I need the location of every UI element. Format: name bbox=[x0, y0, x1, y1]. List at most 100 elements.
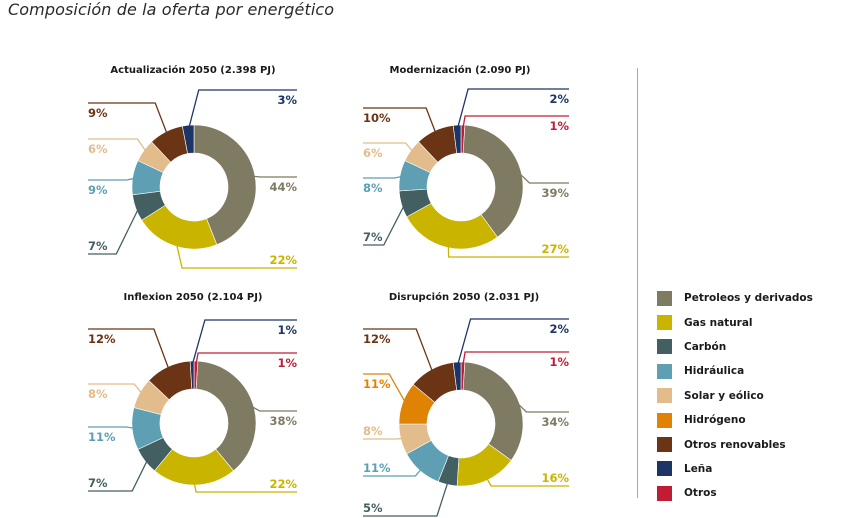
data-label-lena: 3% bbox=[277, 93, 297, 107]
chart-title: Inflexion 2050 (2.104 PJ) bbox=[124, 292, 263, 303]
legend-swatch bbox=[657, 339, 672, 355]
legend-item-carbon: Carbón bbox=[657, 335, 813, 359]
donut-chart-modernizacion: Modernización (2.090 PJ) 1% 39% 27% 7% 8% 6% 10… bbox=[363, 64, 569, 258]
chart-title: Disrupción 2050 (2.031 PJ) bbox=[389, 291, 539, 303]
legend-swatch bbox=[657, 290, 672, 306]
data-label-gas-natural: 27% bbox=[541, 242, 569, 256]
divider bbox=[637, 68, 638, 498]
legend-label: Leña bbox=[684, 462, 713, 475]
legend-swatch bbox=[657, 412, 672, 428]
data-label-petroleos-y-derivados: 39% bbox=[541, 186, 569, 200]
data-label-petroleos-y-derivados: 38% bbox=[269, 414, 297, 428]
legend-swatch bbox=[657, 485, 672, 501]
data-label-solar-y-eolico: 8% bbox=[88, 387, 108, 401]
legend-item-otros-renovables: Otros renovables bbox=[657, 432, 813, 456]
leader-line-hidraulica bbox=[363, 467, 424, 477]
legend: Petroleos y derivados Gas natural Carbón Hi… bbox=[657, 286, 813, 506]
chart-title: Actualización 2050 (2.398 PJ) bbox=[110, 64, 275, 76]
leader-line-hidraulica bbox=[88, 177, 137, 181]
data-label-otros-renovables: 12% bbox=[363, 332, 391, 346]
leader-line-petroleos-y-derivados bbox=[516, 170, 569, 184]
legend-item-otros: Otros bbox=[657, 481, 813, 505]
data-label-hidraulica: 9% bbox=[88, 183, 108, 197]
leader-line-petroleos-y-derivados bbox=[250, 175, 297, 178]
data-label-carbon: 7% bbox=[88, 476, 108, 490]
leader-line-carbon bbox=[363, 202, 406, 246]
legend-item-solar-y-eolico: Solar y eólico bbox=[657, 384, 813, 408]
leader-line-otros bbox=[462, 115, 569, 130]
legend-item-lena: Leña bbox=[657, 457, 813, 481]
data-label-solar-y-eolico: 6% bbox=[88, 142, 108, 156]
legend-item-gas-natural: Gas natural bbox=[657, 310, 813, 334]
data-label-carbon: 7% bbox=[363, 230, 383, 244]
data-label-petroleos-y-derivados: 34% bbox=[541, 415, 569, 429]
leader-line-lena bbox=[456, 318, 569, 367]
leader-line-petroleos-y-derivados bbox=[513, 398, 569, 413]
leader-line-hidraulica bbox=[363, 175, 405, 179]
legend-label: Petroleos y derivados bbox=[684, 292, 813, 305]
data-label-solar-y-eolico: 6% bbox=[363, 146, 383, 160]
leader-line-otros bbox=[195, 352, 297, 366]
legend-label: Otros bbox=[684, 487, 717, 500]
leader-line-otros-renovables bbox=[88, 102, 169, 136]
legend-item-hidraulica: Hidráulica bbox=[657, 359, 813, 383]
data-label-otros: 1% bbox=[277, 356, 297, 370]
donut-chart-inflexion: Inflexion 2050 (2.104 PJ) 1% 38% 22% 7% 11% 8%… bbox=[88, 292, 297, 493]
slice-petroleos-y-derivados bbox=[193, 124, 257, 246]
data-label-gas-natural: 22% bbox=[269, 477, 297, 491]
legend-swatch bbox=[657, 363, 672, 379]
legend-item-petroleos-y-derivados: Petroleos y derivados bbox=[657, 286, 813, 310]
leader-line-carbon bbox=[88, 206, 141, 255]
data-label-otros-renovables: 10% bbox=[363, 111, 391, 125]
leader-line-solar-y-eolico bbox=[363, 437, 405, 440]
data-label-otros: 1% bbox=[549, 355, 569, 369]
legend-label: Otros renovables bbox=[684, 438, 786, 451]
legend-swatch bbox=[657, 315, 672, 331]
legend-label: Hidrógeno bbox=[684, 414, 746, 427]
data-label-lena: 2% bbox=[549, 92, 569, 106]
slice-gas-natural bbox=[406, 202, 498, 250]
data-label-carbon: 5% bbox=[363, 501, 383, 515]
slice-lena bbox=[452, 361, 462, 391]
data-label-gas-natural: 22% bbox=[269, 253, 297, 267]
leader-line-solar-y-eolico bbox=[88, 383, 144, 396]
leader-line-solar-y-eolico bbox=[88, 138, 148, 154]
leader-line-carbon bbox=[363, 480, 449, 517]
leader-line-gas-natural bbox=[447, 243, 569, 258]
legend-label: Gas natural bbox=[684, 316, 753, 329]
donut-chart-disrupcion: Disrupción 2050 (2.031 PJ) 1% 34% 16% 5% 11% 8… bbox=[363, 291, 569, 517]
data-label-lena: 1% bbox=[277, 323, 297, 337]
leader-line-gas-natural bbox=[193, 480, 297, 493]
data-label-otros: 1% bbox=[549, 119, 569, 133]
legend-swatch bbox=[657, 437, 672, 453]
slice-lena bbox=[189, 360, 195, 390]
legend-item-hidrogeno: Hidrógeno bbox=[657, 408, 813, 432]
leader-line-solar-y-eolico bbox=[363, 142, 415, 154]
leader-line-gas-natural bbox=[175, 242, 297, 269]
chart-title: Modernización (2.090 PJ) bbox=[390, 64, 531, 76]
data-label-hidraulica: 8% bbox=[363, 181, 383, 195]
leader-line-gas-natural bbox=[485, 476, 569, 487]
page-title: Composición de la oferta por energético bbox=[8, 0, 335, 19]
leader-line-otros-renovables bbox=[363, 328, 434, 374]
data-label-hidraulica: 11% bbox=[363, 461, 391, 475]
legend-swatch bbox=[657, 388, 672, 404]
leader-line-hidraulica bbox=[88, 426, 137, 430]
data-label-solar-y-eolico: 8% bbox=[363, 424, 383, 438]
data-label-lena: 2% bbox=[549, 322, 569, 336]
leader-line-otros-renovables bbox=[88, 328, 170, 371]
slice-lena bbox=[452, 124, 462, 154]
leader-line-petroleos-y-derivados bbox=[248, 404, 297, 412]
legend-label: Carbón bbox=[684, 340, 727, 353]
legend-swatch bbox=[657, 461, 672, 477]
legend-label: Solar y eólico bbox=[684, 389, 764, 402]
data-label-otros-renovables: 12% bbox=[88, 332, 116, 346]
leader-line-otros-renovables bbox=[363, 107, 437, 135]
leader-line-otros bbox=[462, 351, 569, 367]
data-label-gas-natural: 16% bbox=[541, 471, 569, 485]
donut-chart-actualizacion: Actualización 2050 (2.398 PJ) 44% 22% 7% 9% 6… bbox=[88, 64, 297, 269]
data-label-carbon: 7% bbox=[88, 239, 108, 253]
slice-lena bbox=[182, 124, 195, 154]
leader-line-lena bbox=[187, 89, 297, 130]
